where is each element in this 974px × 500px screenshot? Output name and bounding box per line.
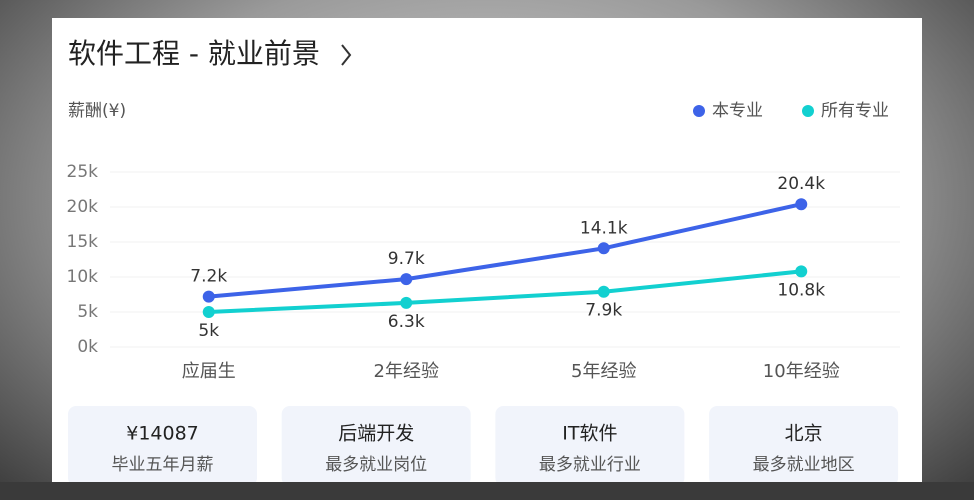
stat-card	[281, 406, 471, 486]
data-point	[202, 290, 215, 303]
y-tick-label: 10k	[67, 267, 99, 287]
legend-label: 所有专业	[821, 101, 889, 121]
data-label: 9.7k	[388, 249, 425, 269]
data-label: 20.4k	[777, 174, 825, 194]
chart-title: 软件工程 - 就业前景	[68, 37, 320, 70]
stat-card	[68, 406, 257, 486]
y-axis-label: 薪酬(¥)	[68, 101, 126, 121]
data-label: 7.9k	[585, 301, 622, 321]
data-point	[795, 265, 808, 278]
series-line	[208, 202, 802, 299]
stat-value: 后端开发	[338, 423, 414, 445]
y-tick-label: 25k	[67, 162, 99, 182]
data-point	[597, 285, 610, 298]
y-tick-label: 15k	[67, 232, 99, 252]
y-tick-label: 0k	[77, 337, 98, 357]
stat-label: 毕业五年月薪	[112, 455, 214, 475]
chevron[interactable]	[341, 44, 352, 66]
x-tick-label: 5年经验	[571, 361, 636, 382]
stat-value: 北京	[785, 423, 823, 445]
y-tick-label: 20k	[67, 197, 99, 217]
stat-label: 最多就业岗位	[325, 455, 427, 475]
legend-label: 本专业	[712, 101, 763, 121]
data-label: 7.2k	[190, 267, 227, 287]
bottom-edge	[0, 482, 974, 500]
stat-value: IT软件	[562, 423, 617, 445]
y-tick-label: 5k	[77, 302, 98, 322]
data-label: 5k	[198, 321, 219, 341]
legend-marker	[802, 105, 814, 117]
stat-label: 最多就业行业	[539, 455, 641, 475]
card	[52, 18, 922, 482]
x-tick-label: 10年经验	[763, 361, 840, 382]
data-label: 14.1k	[580, 218, 628, 238]
data-point	[400, 296, 413, 309]
data-point	[400, 273, 413, 286]
stat-card	[709, 406, 899, 486]
stat-card	[495, 406, 685, 486]
data-point	[795, 198, 808, 211]
stat-label: 最多就业地区	[753, 455, 855, 475]
data-point	[597, 242, 610, 255]
data-point	[202, 306, 215, 318]
x-tick-label: 应届生	[182, 361, 236, 382]
stat-value: ¥14087	[126, 423, 199, 445]
data-label: 10.8k	[777, 280, 825, 300]
data-label: 6.3k	[388, 312, 425, 332]
legend-marker	[693, 105, 705, 117]
series-line	[208, 269, 802, 314]
x-tick-label: 2年经验	[374, 361, 439, 382]
